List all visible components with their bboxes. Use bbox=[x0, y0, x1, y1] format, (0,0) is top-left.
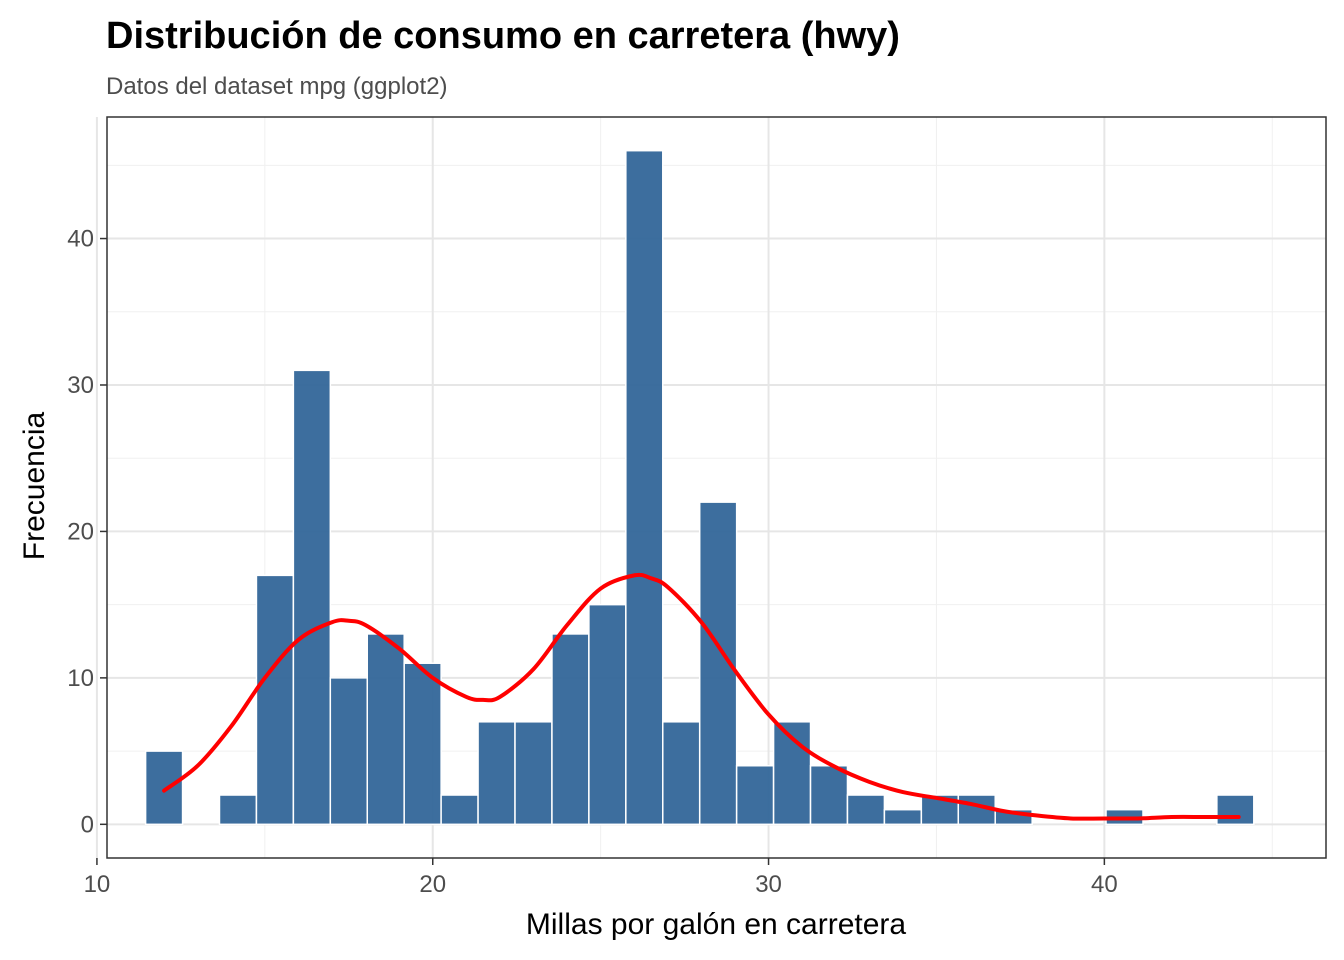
y-axis-ticks: 0 10 20 30 40 bbox=[67, 226, 107, 838]
chart-title: Distribución de consumo en carretera (hw… bbox=[106, 15, 900, 57]
histogram-bar bbox=[366, 633, 405, 826]
x-tick-label: 10 bbox=[84, 871, 111, 898]
histogram-bar bbox=[144, 750, 184, 826]
histogram-bar bbox=[514, 721, 553, 826]
x-axis-ticks: 10 20 30 40 bbox=[84, 858, 1118, 898]
y-tick-label: 10 bbox=[67, 665, 94, 692]
histogram-bar bbox=[218, 794, 258, 826]
histogram-bar bbox=[329, 677, 369, 826]
histogram-bar bbox=[255, 574, 295, 826]
x-tick-label: 40 bbox=[1091, 871, 1118, 898]
histogram-bar bbox=[883, 808, 923, 826]
x-axis-title: Millas por galón en carretera bbox=[526, 908, 907, 941]
chart-subtitle: Datos del dataset mpg (ggplot2) bbox=[106, 73, 448, 100]
y-tick-label: 0 bbox=[81, 811, 94, 838]
histogram-bar bbox=[440, 794, 479, 826]
histogram-bar bbox=[1216, 794, 1255, 826]
histogram-bar bbox=[625, 149, 664, 826]
y-tick-label: 30 bbox=[67, 372, 94, 399]
histogram-bar bbox=[846, 794, 886, 826]
density-curve bbox=[162, 572, 1241, 821]
histogram-bar bbox=[477, 721, 516, 826]
y-tick-label: 20 bbox=[67, 518, 94, 545]
histogram-bar bbox=[551, 633, 590, 826]
histogram-bar bbox=[809, 764, 849, 826]
histogram-bar bbox=[292, 369, 332, 826]
histogram-bar bbox=[662, 721, 701, 826]
histogram-bar bbox=[588, 603, 627, 826]
histogram-bars bbox=[144, 149, 1255, 826]
histogram-bar bbox=[403, 662, 442, 826]
x-tick-label: 30 bbox=[755, 871, 782, 898]
x-tick-label: 20 bbox=[419, 871, 446, 898]
histogram-bar bbox=[735, 764, 775, 826]
plot-panel-border bbox=[106, 116, 1327, 859]
y-axis-title: Frecuencia bbox=[18, 411, 51, 560]
y-tick-label: 40 bbox=[67, 226, 94, 253]
